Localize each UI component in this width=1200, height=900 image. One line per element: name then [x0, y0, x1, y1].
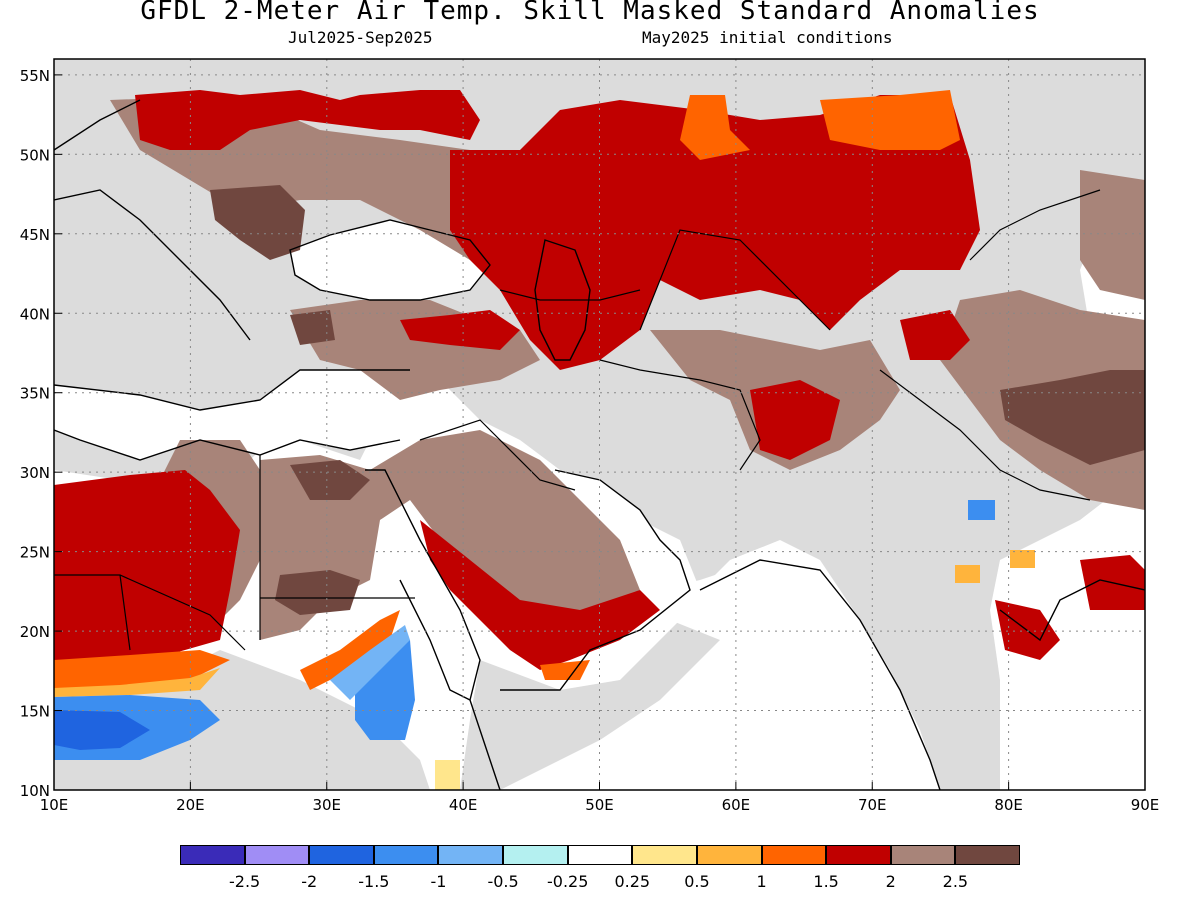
lat-tick-label: 50N [20, 146, 50, 164]
anomaly-red-iran [750, 380, 840, 460]
lon-tick-label: 20E [176, 796, 205, 814]
anomaly-darkbrown-egypt [275, 570, 360, 615]
color-legend: -2.5 -2 -1.5 -1 -0.5 -0.25 0.25 0.5 1 1.5 2 2.5 [180, 845, 1020, 891]
anomaly-red-himalaya [900, 310, 970, 360]
anomaly-blue-sudan [355, 640, 415, 740]
lon-tick-label: 30E [312, 796, 341, 814]
map-title: GFDL 2-Meter Air Temp. Skill Masked Stan… [140, 0, 1040, 26]
persian-gulf [555, 470, 660, 545]
legend-swatch [244, 845, 310, 865]
lon-tick-label: 90E [1131, 796, 1160, 814]
anomaly-red-turkey [400, 310, 520, 350]
anomaly-lightblue-sudan [330, 625, 410, 700]
anomaly-blue-india [968, 500, 995, 520]
lat-tick-label: 20N [20, 623, 50, 641]
legend-swatch [632, 845, 697, 865]
forecast-period: Jul2025-Sep2025 [288, 28, 433, 47]
anomaly-brown-india [1080, 170, 1145, 300]
legend-swatch [890, 845, 956, 865]
legend-swatch [373, 845, 439, 865]
legend-swatch [438, 845, 504, 865]
legend-label: -2 [301, 872, 318, 891]
legend-label: 2.5 [942, 872, 969, 891]
initial-conditions: May2025 initial conditions [642, 28, 893, 47]
coastlines [54, 99, 1145, 790]
legend-label: 1.5 [813, 872, 839, 891]
anomaly-orange-russia2 [680, 95, 750, 160]
anomaly-red-centralasia [450, 95, 980, 370]
anomaly-red-sahara [54, 470, 240, 660]
legend-swatch [567, 845, 633, 865]
lat-tick-label: 55N [20, 67, 50, 85]
lat-tick-label: 15N [20, 703, 50, 721]
anomaly-lightorange-india2 [1010, 550, 1035, 568]
lat-tick-label: 40N [20, 305, 50, 323]
anomaly-yellow-eritrea [435, 760, 460, 790]
lat-tick-label: 30N [20, 464, 50, 482]
anomaly-darkbrown-libya [290, 460, 370, 500]
country-borders [54, 189, 1101, 651]
anomaly-darkbrown-balkans [210, 185, 305, 260]
lat-tick-label: 45N [20, 226, 50, 244]
axis-ticks: 10E 20E 30E 40E 50E 60E 70E 80E 90E 10N 15N 20N 25N 3… [20, 67, 1160, 814]
red-sea [365, 470, 480, 700]
grid-lines [54, 59, 1145, 790]
anomaly-orange-yemen [540, 660, 590, 680]
legend-label: 0.5 [684, 872, 710, 891]
anomaly-lightorange-sahel [54, 668, 220, 697]
anomaly-orange-russia [820, 90, 960, 150]
anomaly-darkbrown-tibet [1000, 370, 1145, 465]
lon-tick-label: 80E [994, 796, 1023, 814]
anomaly-red-europe [135, 90, 480, 150]
anomaly-red-arabia [420, 520, 660, 670]
legend-swatch [955, 845, 1020, 865]
anomaly-darkblue-sahel [54, 710, 150, 750]
legend-swatch [696, 845, 762, 865]
legend-label: -1.5 [358, 872, 390, 891]
legend-swatch [826, 845, 891, 865]
legend-swatch [309, 845, 374, 865]
lon-tick-label: 10E [40, 796, 69, 814]
masked-region-arabia-south [460, 600, 730, 790]
legend-label: 0.25 [614, 872, 651, 891]
legend-label: 1 [756, 872, 767, 891]
lon-tick-label: 40E [449, 796, 478, 814]
lat-tick-label: 35N [20, 385, 50, 403]
lat-tick-label: 25N [20, 544, 50, 562]
legend-swatch [180, 845, 245, 865]
legend-label: -1 [430, 872, 447, 891]
anomaly-orange-sudan [300, 610, 400, 690]
lat-tick-label: 10N [20, 782, 50, 800]
anomaly-darkbrown-turkey [290, 310, 335, 345]
anomaly-map: 10E 20E 30E 40E 50E 60E 70E 80E 90E 10N 15N 20N 25N 3… [20, 58, 1160, 814]
lon-tick-label: 50E [585, 796, 614, 814]
legend-label: 2 [885, 872, 896, 891]
mediterranean-sea [54, 370, 415, 460]
legend-label: -2.5 [229, 872, 261, 891]
legend-label: -0.5 [487, 872, 519, 891]
legend-label: -0.25 [546, 872, 589, 891]
legend-swatch [761, 845, 827, 865]
arabian-sea [560, 560, 940, 790]
anomaly-lightorange-india1 [955, 565, 980, 583]
lon-tick-label: 60E [722, 796, 751, 814]
legend-swatch [503, 845, 568, 865]
lon-tick-label: 70E [858, 796, 887, 814]
